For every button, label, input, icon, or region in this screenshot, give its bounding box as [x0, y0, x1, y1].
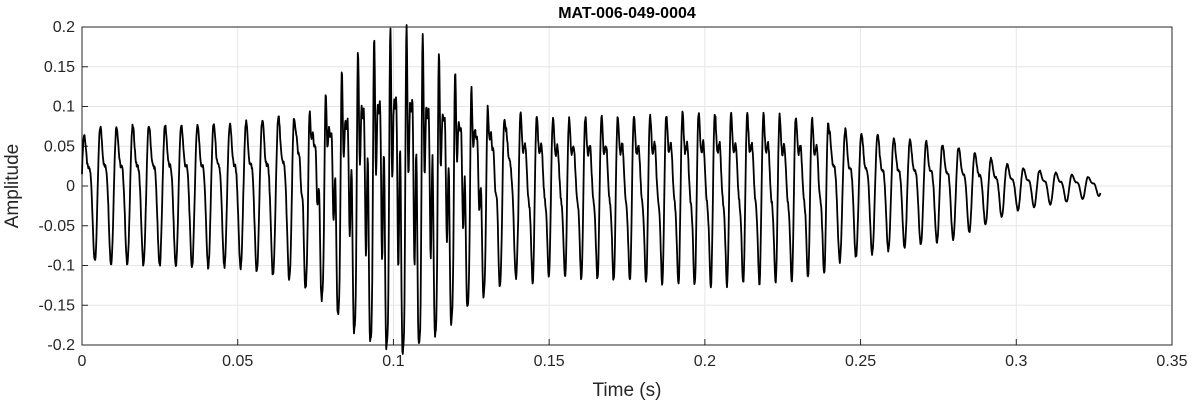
y-tick-label: -0.2 [47, 337, 75, 354]
y-axis-label: Amplitude [2, 144, 23, 229]
axis-ticks: 0 0.05 0.1 0.15 0.2 0.25 0.3 0.35 0.2 0.15 0.1 0.05… [39, 19, 1188, 370]
y-tick-label: -0.1 [47, 258, 75, 275]
y-tick-label: 0.2 [53, 19, 75, 36]
y-tick-label: -0.15 [39, 297, 76, 314]
x-tick-label: 0.15 [534, 353, 565, 370]
y-tick-label: -0.05 [39, 218, 76, 235]
y-tick-label: 0.1 [53, 99, 75, 116]
y-tick-label: 0.15 [44, 59, 75, 76]
x-tick-label: 0.25 [845, 353, 876, 370]
x-tick-label: 0 [78, 353, 87, 370]
x-tick-label: 0.05 [222, 353, 253, 370]
x-tick-label: 0.2 [694, 353, 716, 370]
x-tick-label: 0.1 [382, 353, 404, 370]
y-tick-label: 0 [66, 178, 75, 195]
chart-title: MAT-006-049-0004 [558, 5, 696, 22]
x-tick-label: 0.3 [1005, 353, 1027, 370]
y-tick-label: 0.05 [44, 138, 75, 155]
series-line [81, 24, 1102, 355]
x-tick-label: 0.35 [1156, 353, 1187, 370]
x-axis-label: Time (s) [593, 380, 662, 401]
